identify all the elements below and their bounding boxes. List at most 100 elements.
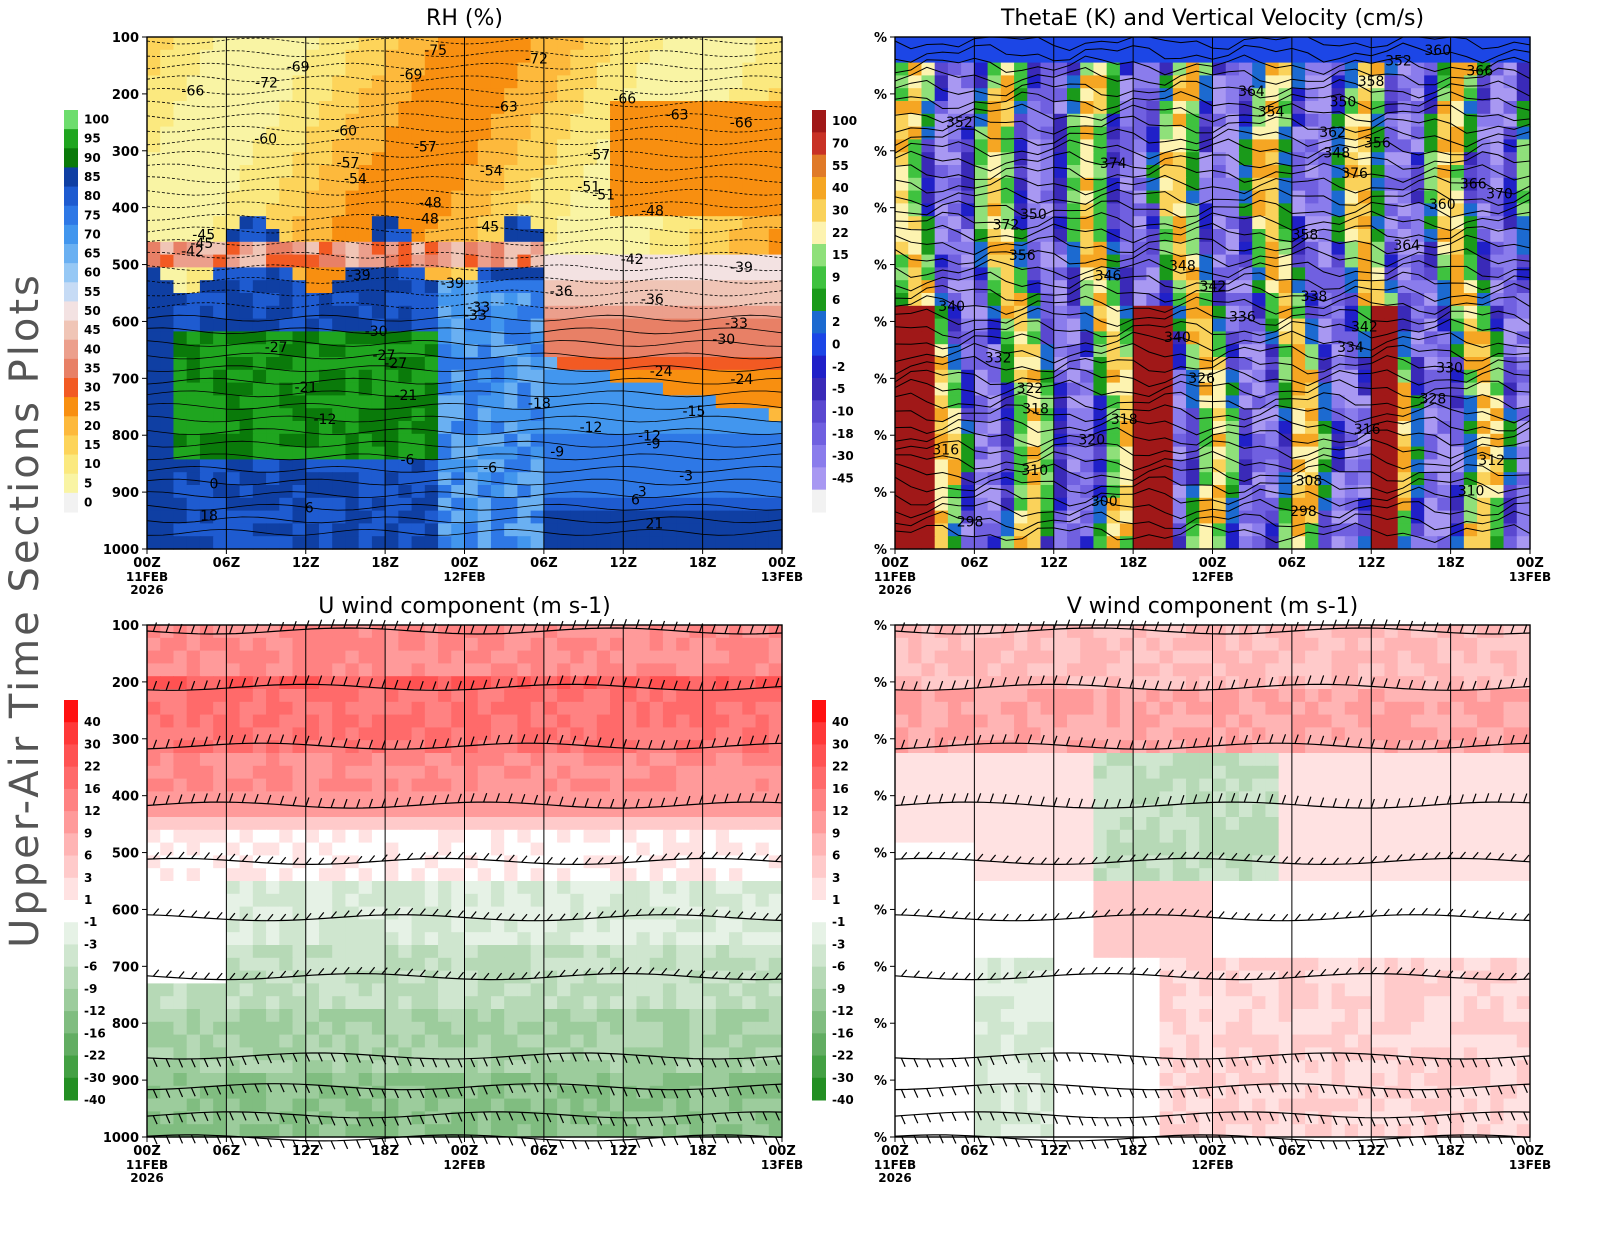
field-cell <box>345 689 359 702</box>
field-cell <box>729 357 743 370</box>
field-cell <box>650 229 664 242</box>
field-cell <box>689 101 703 114</box>
field-cell <box>293 689 307 702</box>
field-cell <box>557 75 571 88</box>
field-cell <box>623 638 637 651</box>
field-cell <box>1318 319 1332 332</box>
field-cell <box>147 766 161 779</box>
field-cell <box>689 88 703 101</box>
field-cell <box>610 536 624 549</box>
field-cell <box>200 421 214 434</box>
field-cell <box>1318 178 1332 191</box>
field-cell <box>729 638 743 651</box>
field-cell <box>1239 280 1253 293</box>
field-cell <box>729 753 743 766</box>
field-cell <box>1199 344 1213 357</box>
field-cell <box>412 638 426 651</box>
field-cell <box>438 663 452 676</box>
field-cell <box>676 766 690 779</box>
field-cell <box>319 306 333 319</box>
field-cell <box>974 370 988 383</box>
field-cell <box>345 434 359 447</box>
field-cell <box>663 689 677 702</box>
contour-label: 21 <box>646 517 664 533</box>
field-cell <box>160 804 174 817</box>
field-cell <box>961 485 975 498</box>
field-cell <box>1437 523 1451 536</box>
field-cell <box>240 88 254 101</box>
field-cell <box>385 447 399 460</box>
field-cell <box>676 229 690 242</box>
field-cell <box>1014 511 1028 524</box>
field-cell <box>756 165 770 178</box>
field-cell <box>398 331 412 344</box>
field-cell <box>279 101 293 114</box>
field-cell <box>663 715 677 728</box>
field-cell <box>769 63 783 76</box>
field-cell <box>160 88 174 101</box>
field-cell <box>372 152 386 165</box>
field-cell <box>623 766 637 779</box>
contour-label: -54 <box>480 164 503 180</box>
field-cell <box>544 702 558 715</box>
field-cell <box>147 715 161 728</box>
field-cell <box>895 88 909 101</box>
field-cell <box>1371 267 1385 280</box>
field-cell <box>570 37 584 50</box>
field-cell <box>716 216 730 229</box>
field-cell <box>359 242 373 255</box>
y-tick-label: 600 <box>112 315 139 330</box>
field-cell <box>756 75 770 88</box>
field-cell <box>372 625 386 638</box>
contour-label: -39 <box>348 268 371 284</box>
field-cell <box>689 75 703 88</box>
field-cell <box>517 255 531 268</box>
field-cell <box>974 203 988 216</box>
field-cell <box>279 536 293 549</box>
field-cell <box>226 753 240 766</box>
field-cell <box>1107 229 1121 242</box>
field-cell <box>623 229 637 242</box>
colorbar-swatch <box>64 244 78 264</box>
field-cell <box>478 536 492 549</box>
field-cell <box>332 791 346 804</box>
field-cell <box>398 280 412 293</box>
field-cell <box>517 740 531 753</box>
field-cell <box>1080 383 1094 396</box>
field-cell <box>213 178 227 191</box>
field-cell <box>160 395 174 408</box>
field-cell <box>359 663 373 676</box>
field-cell <box>1371 357 1385 370</box>
field-cell <box>465 651 479 664</box>
contour-label: -42 <box>181 244 204 260</box>
field-cell <box>1133 37 1147 50</box>
field-cell <box>716 114 730 127</box>
field-cell <box>359 395 373 408</box>
field-cell <box>266 421 280 434</box>
field-cell <box>306 663 320 676</box>
field-cell <box>1451 50 1465 63</box>
field-cell <box>372 242 386 255</box>
field-cell <box>584 651 598 664</box>
field-cell <box>1226 293 1240 306</box>
colorbar-label: 0 <box>84 495 92 509</box>
field-cell <box>531 817 545 830</box>
field-cell <box>412 817 426 830</box>
contour-label: -42 <box>621 252 644 268</box>
field-cell <box>1080 511 1094 524</box>
field-cell <box>504 139 518 152</box>
field-cell <box>1120 114 1134 127</box>
field-cell <box>438 152 452 165</box>
field-cell <box>716 357 730 370</box>
field-cell <box>319 434 333 447</box>
field-cell <box>636 267 650 280</box>
field-cell <box>1384 536 1398 549</box>
field-cell <box>650 178 664 191</box>
field-cell <box>319 702 333 715</box>
field-cell <box>663 88 677 101</box>
field-cell <box>610 280 624 293</box>
field-cell <box>306 766 320 779</box>
field-cell <box>623 152 637 165</box>
field-cell <box>438 229 452 242</box>
